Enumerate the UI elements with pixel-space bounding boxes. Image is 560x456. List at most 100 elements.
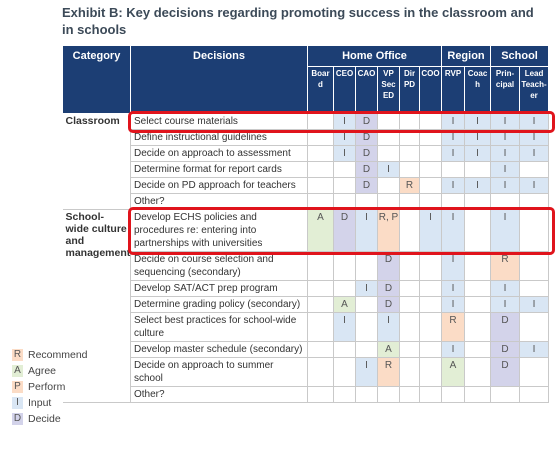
column-header: Decisions — [130, 45, 308, 114]
role-cell — [307, 177, 334, 194]
table-row: Decide on approach to assessment I D I I I I — [63, 145, 550, 162]
role-cell — [355, 341, 378, 358]
role-cell: A — [307, 209, 334, 252]
role-cell: I — [490, 209, 521, 252]
role-cell — [418, 177, 443, 194]
role-cell — [519, 251, 550, 281]
raci-code: I — [365, 283, 368, 294]
role-cell — [307, 357, 334, 387]
legend-label: Input — [28, 397, 52, 409]
role-cell: I — [490, 280, 521, 297]
raci-code: A — [341, 299, 348, 310]
table-row: Determine format for report cards D I I — [63, 161, 550, 178]
role-cell — [519, 312, 550, 342]
role-cell — [519, 280, 550, 297]
role-cell: I — [441, 341, 466, 358]
legend-code: D — [12, 413, 23, 425]
role-cell — [399, 251, 420, 281]
category-cell: School-wide culture and management — [62, 209, 131, 403]
legend-item: I Input — [12, 395, 88, 411]
raci-code: I — [503, 132, 507, 143]
role-cell: I — [464, 177, 492, 194]
raci-code: R — [501, 254, 509, 265]
table-row: Decide on PD approach for teachers D R I I I I — [63, 177, 550, 194]
role-cell — [333, 251, 356, 281]
role-cell: I — [441, 251, 466, 281]
raci-code: I — [476, 148, 479, 159]
role-cell: D — [490, 312, 521, 342]
role-cell — [399, 357, 420, 387]
role-cell — [377, 386, 400, 403]
group-header: Region — [441, 45, 492, 67]
raci-code: I — [343, 315, 346, 326]
decision-cell: Decide on approach to assessment — [130, 145, 308, 162]
column-header: Category — [62, 45, 131, 114]
raci-code: I — [451, 299, 455, 310]
role-cell — [418, 280, 443, 297]
raci-code: D — [384, 254, 393, 265]
raci-code: I — [451, 148, 455, 159]
role-header: Lead Teach-er — [519, 66, 550, 114]
raci-code: I — [451, 283, 455, 294]
role-cell: R — [377, 357, 400, 387]
role-header: Board — [307, 66, 334, 114]
role-cell: I — [519, 129, 550, 146]
role-cell — [333, 177, 356, 194]
role-cell: R — [399, 177, 420, 194]
role-cell: A — [333, 296, 356, 313]
role-cell — [464, 357, 492, 387]
raci-code: I — [503, 299, 507, 310]
role-cell — [418, 145, 443, 162]
role-cell — [418, 386, 443, 403]
raci-code: I — [532, 132, 536, 143]
role-cell — [464, 312, 492, 342]
raci-code: D — [362, 164, 371, 175]
role-cell — [418, 357, 443, 387]
role-cell — [355, 251, 378, 281]
raci-code: D — [501, 360, 509, 371]
raci-code: I — [532, 344, 536, 355]
raci-code: I — [476, 132, 479, 143]
role-cell: D — [333, 209, 356, 252]
decision-cell: Develop SAT/ACT prep program — [130, 280, 308, 297]
raci-code: I — [476, 116, 479, 127]
legend-item: A Agree — [12, 363, 88, 379]
role-header: Dir PD — [399, 66, 420, 114]
table-body: Classroom Select course materials I D I I I I De… — [62, 113, 550, 403]
role-header: COO — [418, 66, 443, 114]
role-cell: I — [441, 280, 466, 297]
role-cell: R — [441, 312, 466, 342]
decision-cell: Develop ECHS policies and procedures re:… — [130, 209, 308, 252]
raci-code: I — [343, 148, 346, 159]
role-cell: D — [355, 161, 378, 178]
decision-table: Category Decisions Home Office Region School… — [62, 45, 550, 403]
raci-code: R, P — [378, 212, 399, 223]
decision-cell: Decide on PD approach for teachers — [130, 177, 308, 194]
role-cell: I — [377, 312, 400, 342]
role-cell: D — [355, 145, 378, 162]
raci-code: R — [384, 360, 393, 371]
raci-code: R — [405, 180, 414, 191]
raci-code: A — [317, 212, 324, 223]
role-cell — [333, 341, 356, 358]
role-cell — [355, 312, 378, 342]
group-header: School — [490, 45, 550, 67]
role-cell: I — [355, 357, 378, 387]
legend-item: R Recommend — [12, 347, 88, 363]
role-cell: I — [355, 209, 378, 252]
role-cell: I — [464, 113, 492, 130]
raci-code: I — [532, 116, 536, 127]
role-cell: D — [490, 357, 521, 387]
highlight-box — [127, 110, 556, 133]
role-cell: I — [519, 177, 550, 194]
role-cell: D — [355, 113, 378, 130]
role-cell — [418, 341, 443, 358]
role-cell: I — [441, 145, 466, 162]
role-cell: I — [490, 145, 521, 162]
table-row: Classroom Select course materials I D I I I I — [62, 113, 550, 210]
role-cell — [464, 280, 492, 297]
role-cell — [333, 386, 356, 403]
role-cell — [464, 341, 492, 358]
role-cell — [333, 161, 356, 178]
role-cell: I — [490, 161, 521, 178]
